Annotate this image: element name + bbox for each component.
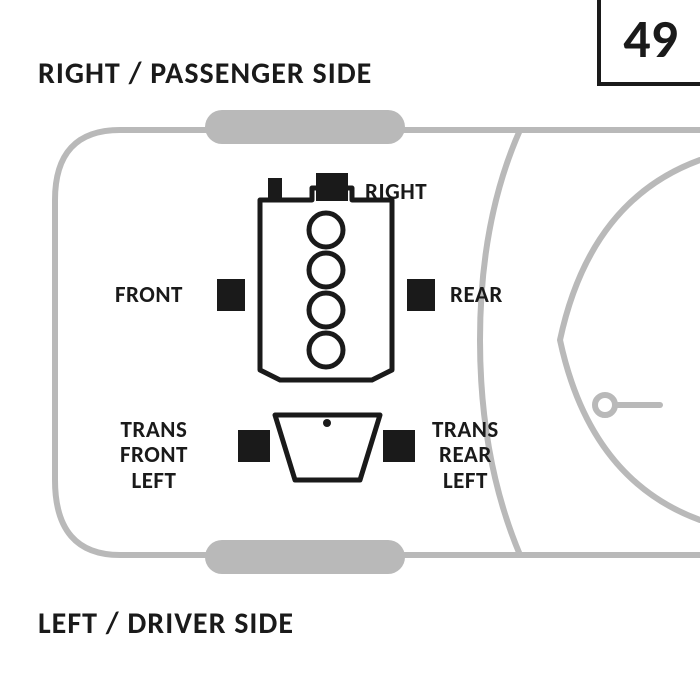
mount-trans-front-left	[238, 430, 270, 462]
engine-block	[260, 178, 392, 480]
label-trans-rear-left: TRANS REAR LEFT	[432, 418, 499, 494]
label-trans-front-left: TRANS FRONT LEFT	[120, 418, 188, 494]
engine-mount-diagram	[0, 0, 700, 700]
label-front: FRONT	[115, 283, 183, 308]
mount-rear	[407, 279, 435, 311]
mount-right	[316, 173, 348, 201]
label-rear: REAR	[450, 283, 503, 308]
label-right: RIGHT	[365, 180, 427, 205]
mount-trans-rear-left	[383, 430, 415, 462]
mount-front	[217, 279, 245, 311]
